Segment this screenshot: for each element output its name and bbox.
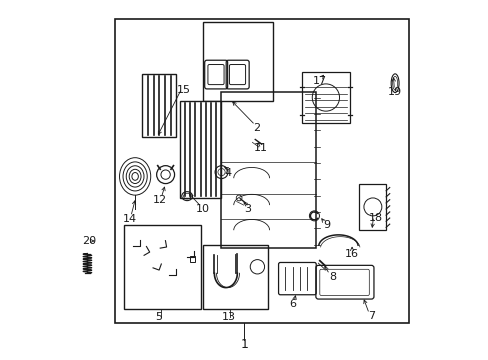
Text: 9: 9 bbox=[323, 220, 330, 230]
Text: 8: 8 bbox=[328, 272, 335, 282]
Text: 10: 10 bbox=[196, 204, 210, 214]
Text: 16: 16 bbox=[345, 248, 358, 258]
Bar bbox=[142, 74, 176, 137]
Text: 18: 18 bbox=[367, 213, 382, 222]
Bar bbox=[359, 184, 386, 230]
Bar bbox=[203, 244, 267, 309]
Bar bbox=[301, 72, 349, 123]
Text: 6: 6 bbox=[289, 299, 296, 309]
Text: 1: 1 bbox=[240, 338, 248, 351]
Text: 15: 15 bbox=[176, 85, 190, 95]
Bar bbox=[180, 101, 221, 198]
Text: 4: 4 bbox=[224, 168, 231, 178]
Text: 11: 11 bbox=[253, 143, 267, 153]
Bar bbox=[124, 225, 201, 309]
Text: 14: 14 bbox=[122, 215, 137, 224]
Text: 2: 2 bbox=[253, 123, 260, 133]
Text: 13: 13 bbox=[221, 312, 235, 322]
Text: 5: 5 bbox=[155, 312, 162, 322]
Text: 17: 17 bbox=[312, 76, 326, 86]
Text: 12: 12 bbox=[153, 195, 167, 205]
Bar bbox=[190, 256, 195, 262]
Text: 19: 19 bbox=[387, 87, 401, 97]
Bar bbox=[221, 92, 316, 248]
Bar bbox=[115, 19, 408, 323]
Text: 7: 7 bbox=[367, 311, 375, 321]
Bar bbox=[203, 22, 273, 101]
Text: 20: 20 bbox=[82, 236, 97, 246]
Text: 3: 3 bbox=[244, 204, 251, 214]
